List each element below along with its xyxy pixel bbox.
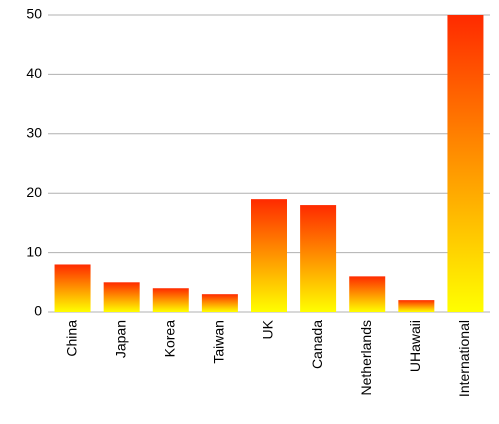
x-tick-label: International — [456, 320, 472, 397]
x-tick-label: Canada — [309, 320, 325, 369]
y-tick-label: 30 — [26, 125, 42, 141]
y-tick-label: 40 — [26, 65, 42, 81]
x-tick-label: Netherlands — [358, 320, 374, 396]
bar — [152, 288, 189, 312]
bar — [398, 300, 435, 312]
y-tick-label: 0 — [34, 303, 42, 319]
bar — [54, 264, 91, 312]
bar — [349, 276, 386, 312]
bar — [251, 199, 287, 312]
bar — [300, 205, 337, 312]
bar — [103, 282, 140, 312]
x-tick-label: Korea — [161, 320, 177, 358]
bar — [447, 15, 484, 312]
x-tick-label: UK — [260, 319, 276, 339]
x-tick-label: Japan — [112, 320, 128, 358]
y-tick-label: 50 — [26, 6, 42, 22]
y-tick-label: 10 — [26, 243, 42, 259]
y-tick-label: 20 — [26, 184, 42, 200]
x-tick-label: China — [63, 320, 79, 357]
x-tick-label: Taiwan — [211, 320, 227, 364]
x-tick-label: UHawaii — [407, 320, 423, 372]
bar — [201, 294, 238, 312]
